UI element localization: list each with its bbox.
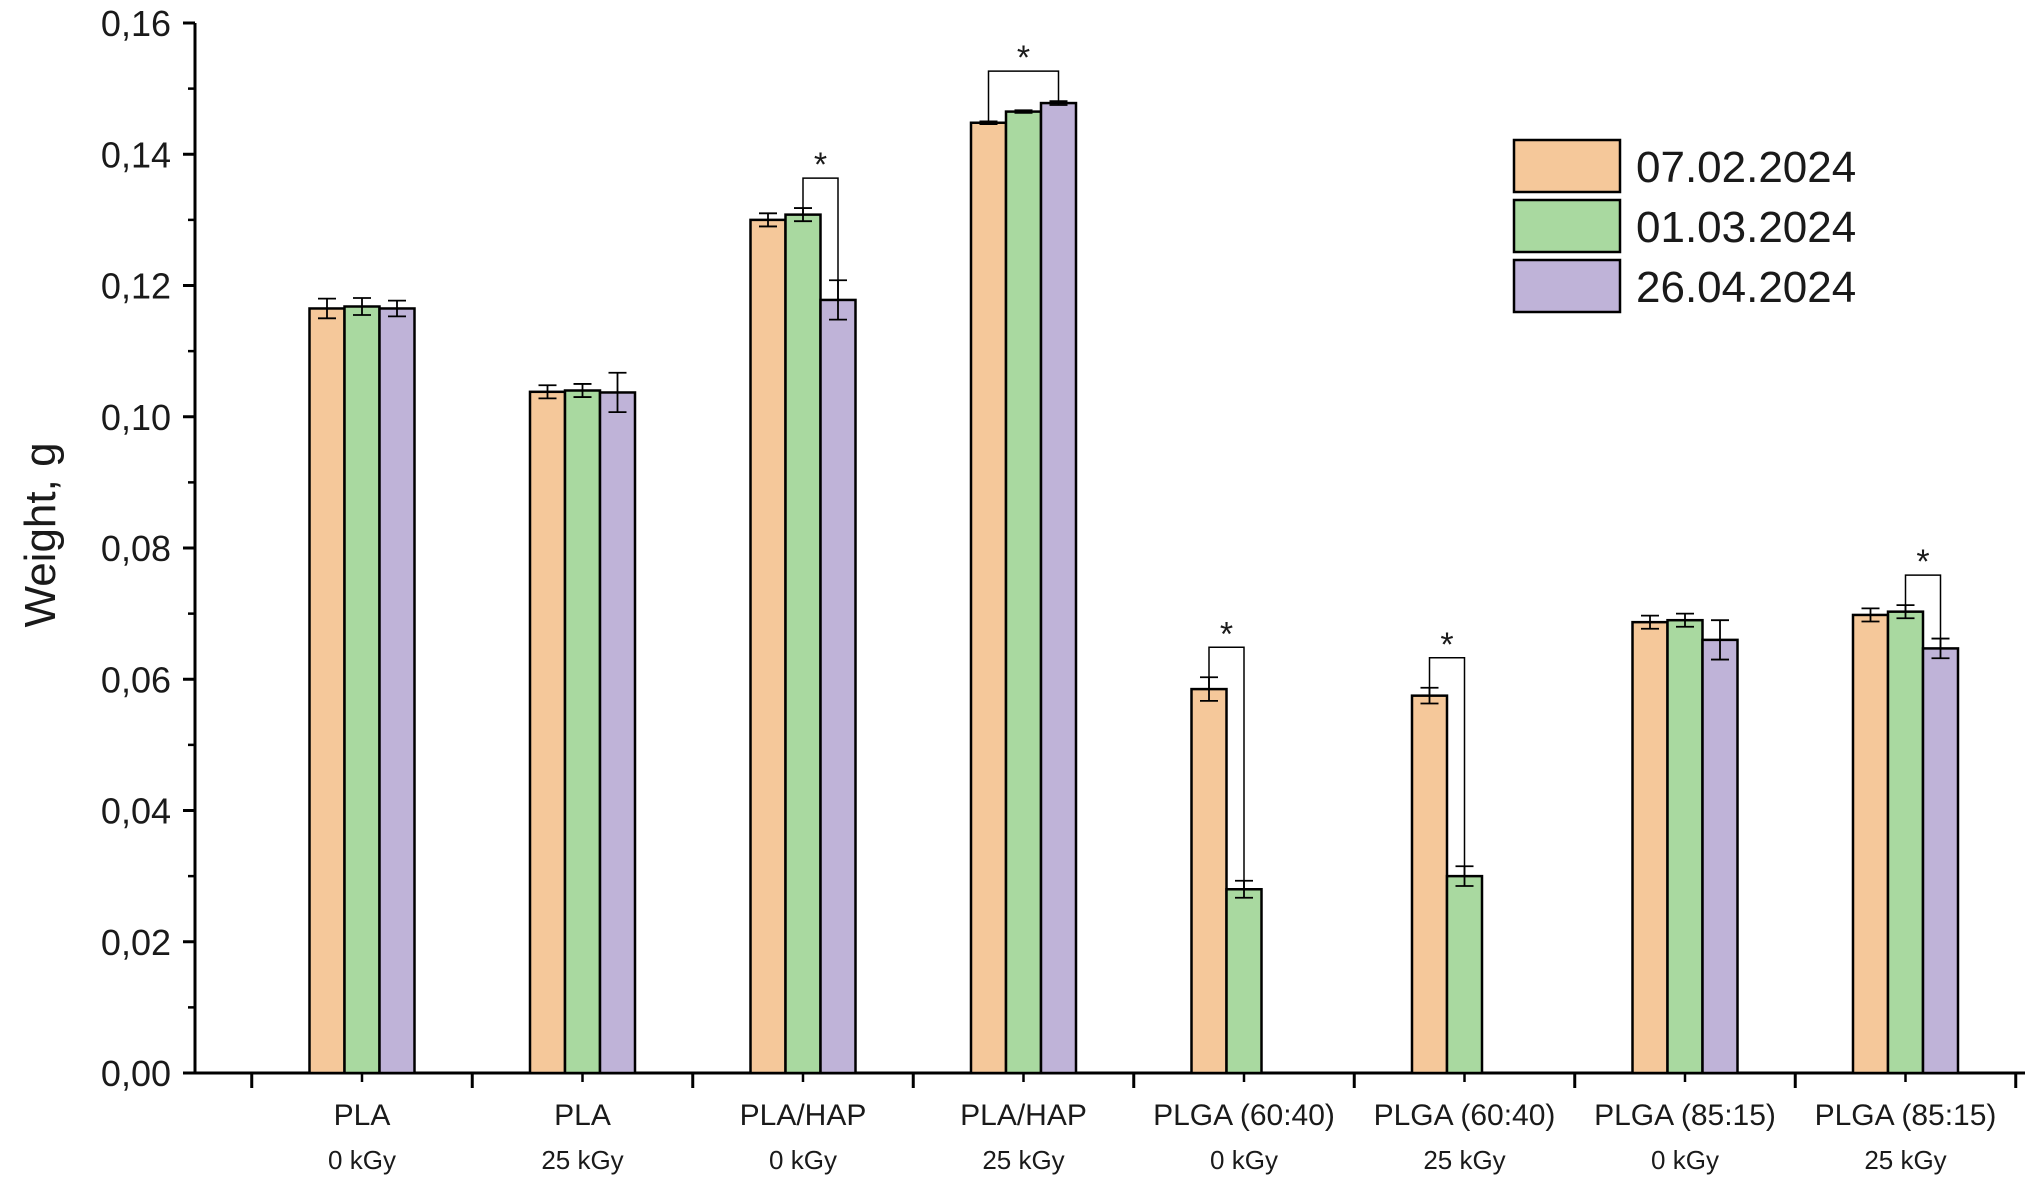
y-tick-label: 0,04 xyxy=(101,791,171,832)
significance-label: * xyxy=(1440,626,1453,664)
bar xyxy=(343,305,381,1075)
bar xyxy=(784,213,822,1075)
bar xyxy=(563,389,602,1075)
significance-brackets: * * * * * xyxy=(802,39,1942,890)
bar xyxy=(969,121,1008,1075)
bar xyxy=(1445,874,1484,1075)
x-tick-sublabel: 25 kGy xyxy=(541,1145,623,1175)
legend-swatch xyxy=(1512,138,1622,194)
legend-label: 07.02.2024 xyxy=(1636,143,1856,192)
bar xyxy=(1886,610,1925,1075)
bar xyxy=(1921,647,1960,1075)
bar xyxy=(1410,694,1449,1075)
y-tick-label: 0,02 xyxy=(101,922,171,963)
x-tick-sublabel: 25 kGy xyxy=(982,1145,1064,1175)
x-tick-sublabel: 0 kGy xyxy=(328,1145,396,1175)
legend-label: 01.03.2024 xyxy=(1636,203,1856,252)
legend-swatch xyxy=(1512,198,1622,254)
bar xyxy=(749,218,787,1075)
y-tick-label: 0,00 xyxy=(101,1053,171,1094)
significance-bracket xyxy=(987,70,1060,123)
bar xyxy=(308,307,346,1075)
significance-bracket xyxy=(1904,574,1942,649)
y-axis: 0,00 0,02 0,04 0,06 0,08 0,10 0,12 0,14 0,16 xyxy=(101,3,197,1094)
bar xyxy=(1701,638,1739,1075)
x-tick-label: PLGA (85:15) xyxy=(1594,1099,1776,1132)
x-tick-label: PLGA (85:15) xyxy=(1815,1099,1997,1132)
x-tick-label: PLA/HAP xyxy=(960,1099,1087,1132)
x-tick-sublabel: 0 kGy xyxy=(1210,1145,1278,1175)
significance-label: * xyxy=(814,146,827,184)
significance-label: * xyxy=(1017,39,1030,77)
bar xyxy=(819,298,857,1075)
y-tick-label: 0,16 xyxy=(101,3,171,44)
y-tick-label: 0,06 xyxy=(101,659,171,700)
legend-label: 26.04.2024 xyxy=(1636,263,1856,312)
x-axis: PLA 0 kGy PLA 25 kGy PLA/HAP 0 kGy PLA/HAP 25 k… xyxy=(195,1071,2025,1175)
significance-label: * xyxy=(1220,615,1233,653)
legend: 07.02.2024 01.03.2024 26.04.2024 xyxy=(1512,138,1856,314)
significance-bracket xyxy=(802,177,839,300)
bar xyxy=(1039,101,1078,1075)
y-tick-label: 0,10 xyxy=(101,397,171,438)
significance-label: * xyxy=(1916,543,1929,581)
y-tick-label: 0,14 xyxy=(101,134,171,175)
bar xyxy=(598,391,637,1075)
x-tick-sublabel: 0 kGy xyxy=(769,1145,837,1175)
x-tick-sublabel: 0 kGy xyxy=(1651,1145,1719,1175)
bar xyxy=(1851,613,1890,1075)
y-axis-title: Weight, g xyxy=(16,442,65,627)
significance-bracket xyxy=(1208,646,1245,890)
x-tick-label: PLA xyxy=(334,1099,391,1132)
bar xyxy=(1190,687,1228,1075)
x-tick-label: PLGA (60:40) xyxy=(1374,1099,1556,1132)
bar xyxy=(1666,618,1704,1075)
x-tick-label: PLGA (60:40) xyxy=(1153,1099,1335,1132)
significance-bracket xyxy=(1428,657,1466,877)
y-tick-label: 0,08 xyxy=(101,528,171,569)
bar xyxy=(528,390,567,1075)
x-tick-label: PLA xyxy=(554,1099,611,1132)
bar xyxy=(1225,888,1263,1075)
x-tick-label: PLA/HAP xyxy=(740,1099,867,1132)
bar xyxy=(1004,110,1043,1075)
x-tick-sublabel: 25 kGy xyxy=(1864,1145,1946,1175)
legend-swatch xyxy=(1512,258,1622,314)
bars xyxy=(308,101,1960,1075)
bar xyxy=(1631,620,1669,1075)
x-tick-sublabel: 25 kGy xyxy=(1423,1145,1505,1175)
y-tick-label: 0,12 xyxy=(101,266,171,307)
bar xyxy=(378,307,416,1075)
